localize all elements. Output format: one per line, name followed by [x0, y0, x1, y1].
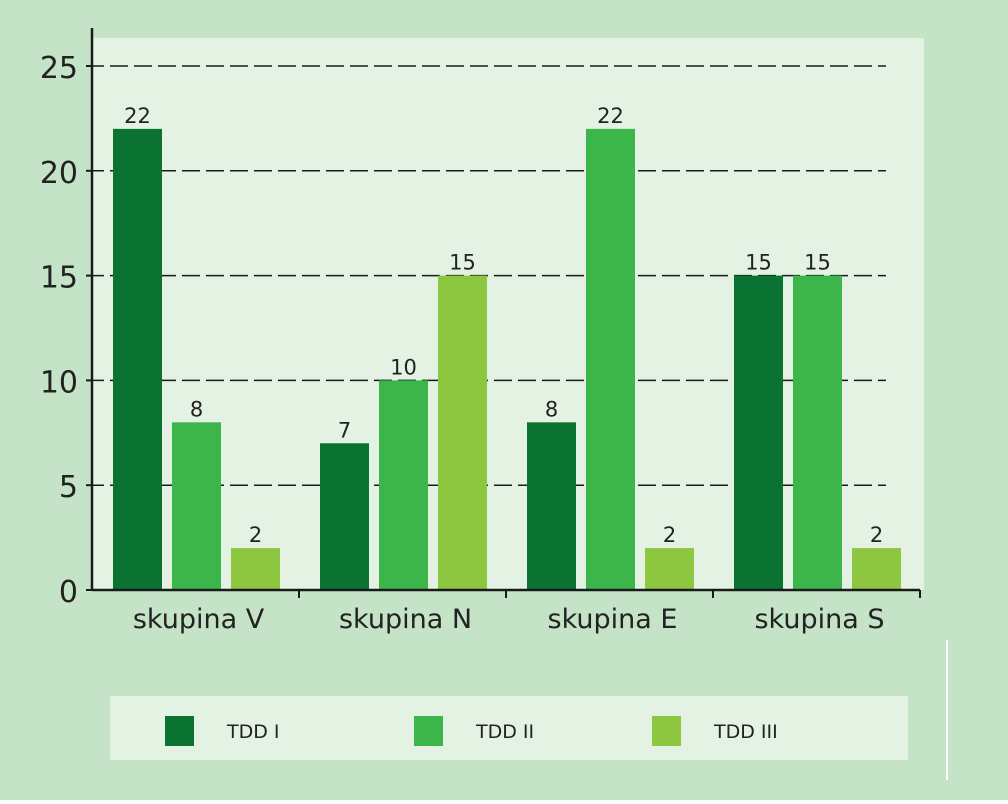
legend-swatch [414, 716, 443, 746]
legend-box [110, 696, 908, 760]
legend-swatch [165, 716, 194, 746]
data-label: 7 [338, 418, 351, 442]
legend: TDD I TDD II TDD III [165, 716, 778, 746]
axes [86, 28, 921, 598]
y-tick-label: 25 [40, 51, 78, 86]
bar-tdd-ii [793, 275, 842, 590]
y-tick-label: 5 [59, 470, 78, 505]
x-category-label: skupina N [339, 604, 472, 635]
bar-tdd-ii [586, 128, 635, 590]
y-tick-label: 0 [59, 575, 78, 610]
bar-tdd-i [734, 275, 783, 590]
bar-tdd-iii [438, 275, 487, 590]
y-axis-ticks: 0 5 10 15 20 25 [40, 51, 78, 610]
bars [113, 128, 901, 590]
data-label: 10 [390, 355, 417, 379]
bar-tdd-i [527, 422, 576, 590]
bar-tdd-i [320, 443, 369, 590]
x-category-label: skupina E [548, 604, 678, 635]
bar-tdd-iii [852, 548, 901, 590]
data-label: 2 [249, 523, 262, 547]
y-tick-label: 20 [40, 156, 78, 191]
bar-tdd-iii [645, 548, 694, 590]
x-axis-categories: skupina V skupina N skupina E skupina S [133, 604, 885, 635]
legend-label: TDD I [226, 721, 280, 743]
data-label: 8 [545, 397, 558, 421]
y-tick-label: 15 [40, 261, 78, 296]
legend-label: TDD II [475, 721, 534, 743]
data-label: 22 [124, 104, 151, 128]
bar-tdd-ii [379, 380, 428, 590]
data-label: 2 [663, 523, 676, 547]
legend-swatch [652, 716, 681, 746]
bar-tdd-ii [172, 422, 221, 590]
x-category-label: skupina S [754, 604, 884, 635]
bar-tdd-i [113, 128, 162, 590]
data-label: 15 [804, 251, 831, 275]
data-label: 22 [597, 104, 624, 128]
data-label: 8 [190, 397, 203, 421]
bar-tdd-iii [231, 548, 280, 590]
legend-label: TDD III [713, 721, 778, 743]
plot-background [92, 38, 924, 590]
y-tick-label: 10 [40, 365, 78, 400]
data-label: 15 [449, 251, 476, 275]
data-label: 15 [745, 251, 772, 275]
x-category-label: skupina V [133, 604, 265, 635]
data-label: 2 [870, 523, 883, 547]
